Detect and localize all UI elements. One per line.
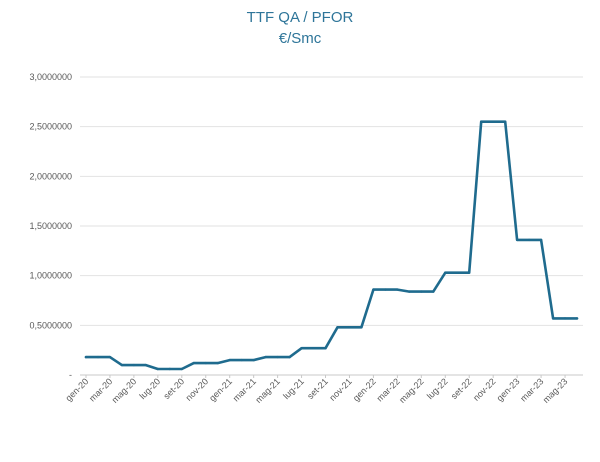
data-point [84,355,88,359]
x-tick-label: mag-22 [397,376,426,405]
data-point [563,317,567,320]
data-point [276,355,279,359]
data-point [360,326,363,329]
series-line [84,120,579,371]
data-point [348,326,351,329]
x-tick-label: gen-21 [207,376,234,403]
data-point [468,271,471,274]
data-point [527,238,531,242]
data-point [96,355,100,359]
series-group [84,120,579,371]
data-point [408,290,411,293]
chart-subtitle: €/Smc [278,30,322,47]
data-point [432,290,435,293]
data-point [420,290,423,293]
x-tick-label: lug-21 [281,376,306,401]
x-tick-label: set-21 [305,376,330,401]
y-tick-label: 1,0000000 [29,271,72,281]
x-tick-label: gen-23 [495,376,522,403]
data-point [480,120,483,123]
x-tick-label: lug-22 [425,376,450,401]
data-point [132,363,136,367]
data-point [144,363,148,367]
y-tick-label: 2,5000000 [29,122,72,132]
data-point [372,288,375,291]
x-tick-label: lug-20 [137,376,162,401]
data-point [312,347,315,350]
data-point [396,288,399,291]
data-point [539,238,543,242]
y-tick-label: 1,5000000 [29,221,72,231]
data-point [336,326,339,329]
y-tick-label: 3,0000000 [29,72,72,82]
data-point [444,271,447,274]
data-point [324,347,327,350]
x-tick-label: set-22 [449,376,474,401]
data-point [168,367,171,371]
x-tick-label: gen-22 [351,376,378,403]
data-point [240,358,243,362]
y-tick-label: 2,0000000 [29,171,72,181]
data-point [551,317,555,320]
x-tick-label: nov-21 [327,376,354,403]
data-point [504,120,507,123]
y-tick-label: - [69,370,72,380]
x-tick-label: set-20 [161,376,186,401]
data-point [252,358,255,362]
data-point [192,361,195,365]
data-point [515,238,519,242]
chart-title: TTF QA / PFOR [246,9,354,26]
data-point [216,361,219,365]
data-point [384,288,387,291]
data-point [120,363,124,367]
data-point [228,358,231,362]
data-point [456,271,459,274]
data-point [288,355,291,359]
data-point [180,367,183,371]
x-tick-label: gen-20 [64,376,91,403]
gridlines [80,76,583,376]
y-axis-tick-labels: - 0,5000000 1,0000000 1,5000000 2,0000000 2,5… [29,72,72,380]
x-tick-label: mag-23 [541,376,570,405]
data-point [156,367,159,371]
data-point [204,361,207,365]
data-point [300,347,303,350]
data-point [575,317,579,320]
y-tick-label: 0,5000000 [29,320,72,330]
x-tick-label: mag-21 [253,376,282,405]
x-tick-label: nov-20 [184,376,211,403]
data-point [492,120,495,123]
x-tick-label: nov-22 [471,376,498,403]
data-point [108,355,112,359]
data-point [264,355,267,359]
x-tick-label: mag-20 [110,376,139,405]
